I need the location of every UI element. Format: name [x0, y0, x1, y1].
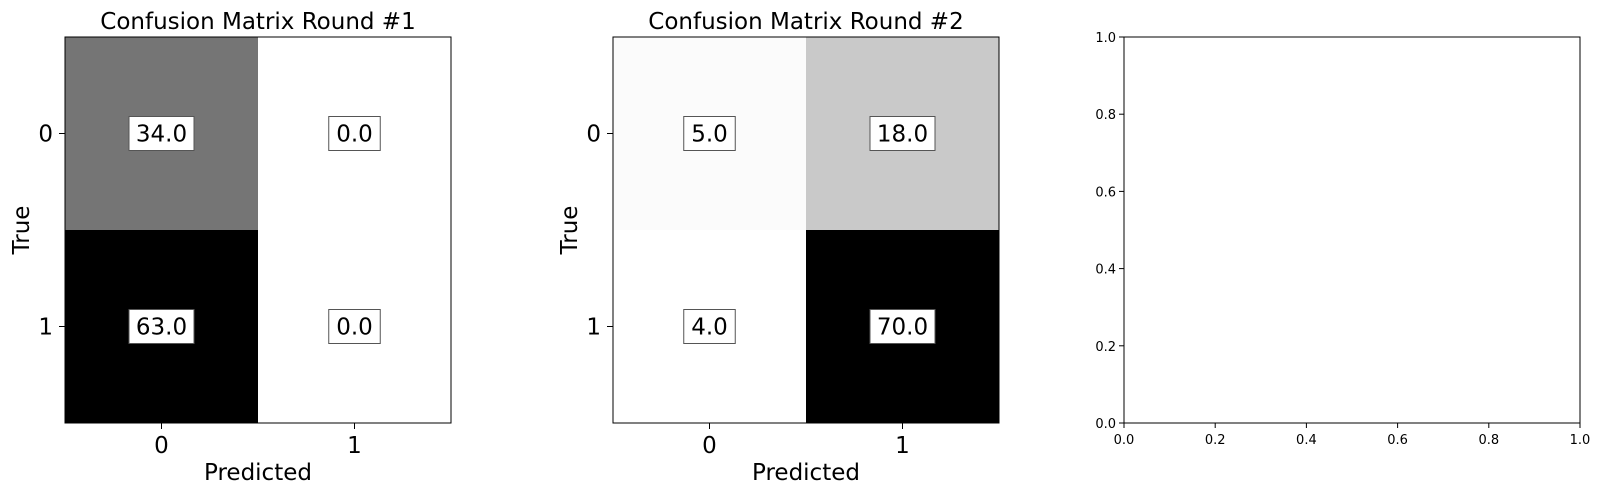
y-axis-label: True [9, 206, 35, 256]
y-tick-label: 0.4 [1095, 263, 1116, 278]
x-axis-label: Predicted [204, 460, 312, 486]
cell-value-label: 4.0 [691, 315, 728, 341]
cell-label-box [683, 116, 736, 151]
plot-frame [64, 36, 452, 424]
x-tick-label: 0.4 [1296, 433, 1317, 448]
cell-value-label: 70.0 [877, 315, 928, 341]
cell-value-label: 63.0 [136, 315, 187, 341]
chart-title: Confusion Matrix Round #2 [648, 9, 963, 35]
y-tick-label: 0.6 [1095, 185, 1116, 200]
cell-label-box [328, 116, 381, 151]
y-tick-label: 0 [586, 122, 601, 148]
cell-label-box [128, 116, 195, 151]
y-tick-label: 0.8 [1095, 108, 1116, 123]
confusion-matrix-2: Confusion Matrix Round #2 5.0 18.0 4.0 70.0 0… [557, 9, 1000, 486]
x-axis-label: Predicted [752, 460, 860, 486]
x-tick-label: 0 [702, 433, 717, 459]
x-tick-label: 0.8 [1478, 433, 1499, 448]
chart-title: Confusion Matrix Round #1 [100, 9, 415, 35]
cell-value-label: 5.0 [691, 122, 728, 148]
cell-label-box [128, 309, 195, 344]
x-tick-label: 0 [154, 433, 169, 459]
cell-label-box [869, 309, 936, 344]
cell-value-label: 0.0 [336, 122, 373, 148]
x-tick-label: 1 [347, 433, 362, 459]
y-tick-label: 1 [586, 315, 601, 341]
cell-label-box [683, 309, 736, 344]
cell-label-box [328, 309, 381, 344]
x-tick-label: 0.2 [1205, 433, 1226, 448]
plot-frame [612, 36, 1000, 424]
cell-value-label: 0.0 [336, 315, 373, 341]
plot-frame [1123, 36, 1581, 424]
cell-label-box [869, 116, 936, 151]
y-tick-label: 0.0 [1095, 417, 1116, 432]
y-tick-label: 0.2 [1095, 340, 1116, 355]
y-tick-label: 1 [38, 315, 53, 341]
x-tick-label: 1.0 [1570, 433, 1591, 448]
x-tick-label: 0.0 [1114, 433, 1135, 448]
cell-value-label: 34.0 [136, 122, 187, 148]
y-tick-label: 0 [38, 122, 53, 148]
confusion-matrix-1: Confusion Matrix Round #1 34.0 0.0 63.0 0.0 0… [9, 9, 452, 486]
cell-value-label: 18.0 [877, 122, 928, 148]
x-tick-label: 1 [895, 433, 910, 459]
empty-axes: 0.0 0.2 0.4 0.6 0.8 1.0 0.0 0.2 0.4 0.6 0.8 1.0 [1095, 31, 1590, 448]
y-axis-label: True [557, 206, 583, 256]
y-tick-label: 1.0 [1095, 31, 1116, 46]
x-tick-label: 0.6 [1387, 433, 1408, 448]
